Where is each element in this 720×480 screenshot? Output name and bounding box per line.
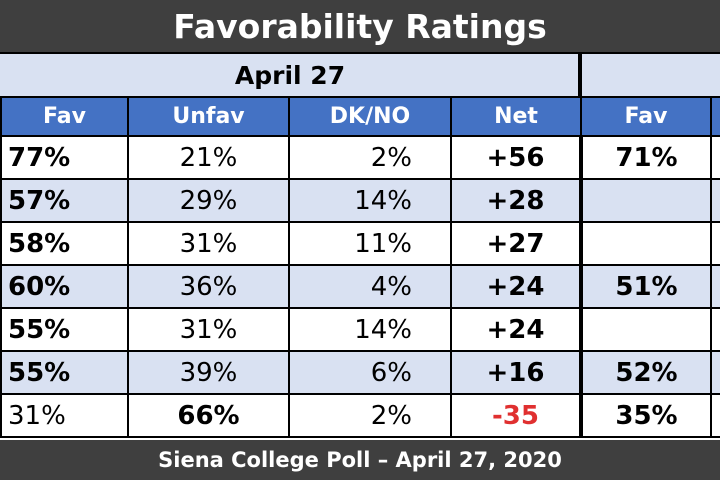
cell-unfav: 39% (127, 350, 290, 395)
footer-source: Siena College Poll – April 27, 2020 (0, 440, 720, 480)
cell-dkno: 4% (288, 264, 452, 309)
cell-dkno: 14% (288, 178, 452, 223)
cell-fav-prior: 51% (580, 264, 712, 309)
cell-fav-prior (580, 307, 712, 352)
table-row: 57% 29% 14% +28 (0, 178, 720, 223)
header-cut-off (710, 98, 720, 137)
table-row: 60% 36% 4% +24 51% (0, 264, 720, 309)
cell-fav-prior (580, 178, 712, 223)
date-label: April 27 (234, 60, 346, 90)
cell-fav-prior: 35% (580, 393, 712, 438)
table-body: 77% 21% 2% +56 71% 57% 29% 14% +28 58% 31% 11% +27 60… (0, 135, 720, 438)
cell-fav: 55% (0, 350, 129, 395)
header-dkno: DK/NO (288, 98, 452, 137)
column-divider (578, 54, 582, 96)
cell-dkno: 2% (288, 393, 452, 438)
cell-unfav: 31% (127, 221, 290, 266)
cell-cut-off (710, 264, 720, 309)
header-unfav: Unfav (127, 98, 290, 137)
cell-fav-prior (580, 221, 712, 266)
table-header-row: Fav Unfav DK/NO Net Fav (0, 98, 720, 137)
cell-fav: 60% (0, 264, 129, 309)
header-fav: Fav (0, 98, 129, 137)
cell-dkno: 11% (288, 221, 452, 266)
cell-fav: 58% (0, 221, 129, 266)
cell-cut-off (710, 307, 720, 352)
date-header-row: April 27 (0, 52, 720, 98)
header-net: Net (450, 98, 582, 137)
cell-fav: 55% (0, 307, 129, 352)
cell-unfav: 66% (127, 393, 290, 438)
table-row: 58% 31% 11% +27 (0, 221, 720, 266)
cell-cut-off (710, 393, 720, 438)
cell-fav: 77% (0, 135, 129, 180)
cell-unfav: 31% (127, 307, 290, 352)
cell-fav-prior: 52% (580, 350, 712, 395)
cell-net: +27 (450, 221, 583, 266)
cell-net: +24 (450, 264, 583, 309)
favorability-table: Fav Unfav DK/NO Net Fav 77% 21% 2% +56 71% 57… (0, 98, 720, 438)
header-fav-prior: Fav (580, 98, 712, 137)
cell-dkno: 14% (288, 307, 452, 352)
cell-net: +28 (450, 178, 583, 223)
cell-unfav: 21% (127, 135, 290, 180)
table-row: 31% 66% 2% -35 35% (0, 393, 720, 438)
table-row: 55% 31% 14% +24 (0, 307, 720, 352)
cell-net: -35 (450, 393, 583, 438)
cell-cut-off (710, 178, 720, 223)
cell-fav: 57% (0, 178, 129, 223)
cell-net: +16 (450, 350, 583, 395)
cell-net: +24 (450, 307, 583, 352)
cell-cut-off (710, 135, 720, 180)
cell-dkno: 2% (288, 135, 452, 180)
cell-cut-off (710, 350, 720, 395)
cell-unfav: 29% (127, 178, 290, 223)
cell-net: +56 (450, 135, 583, 180)
cell-unfav: 36% (127, 264, 290, 309)
cell-fav-prior: 71% (580, 135, 712, 180)
table-row: 55% 39% 6% +16 52% (0, 350, 720, 395)
page-title: Favorability Ratings (0, 0, 720, 52)
cell-cut-off (710, 221, 720, 266)
cell-fav: 31% (0, 393, 129, 438)
table-row: 77% 21% 2% +56 71% (0, 135, 720, 180)
cell-dkno: 6% (288, 350, 452, 395)
